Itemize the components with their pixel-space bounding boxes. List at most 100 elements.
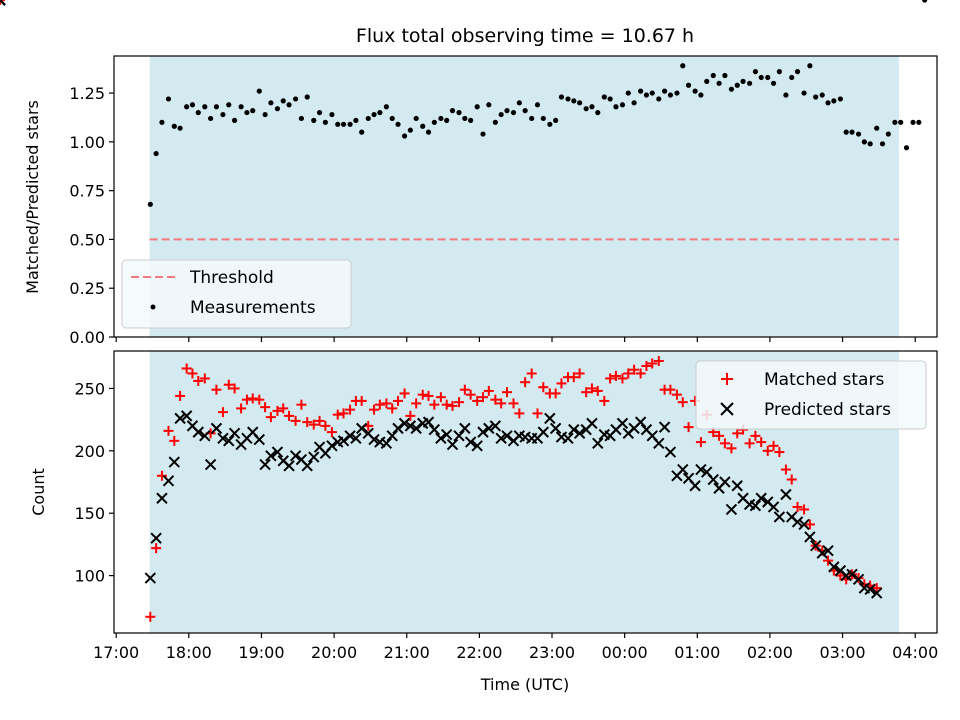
measurement-point	[692, 88, 698, 94]
measurement-point	[316, 109, 323, 116]
predicted-star-point	[471, 440, 483, 452]
matched-star-point	[714, 430, 725, 441]
matched-star-point	[756, 437, 767, 448]
matched-star-point	[695, 437, 706, 448]
matched-star-point	[338, 408, 349, 419]
legend-measurement-swatch	[150, 304, 156, 310]
predicted-star-point	[852, 573, 865, 586]
measurement-point	[571, 98, 577, 104]
predicted-star-point	[592, 437, 604, 450]
measurement-point	[280, 98, 286, 104]
matched-star-point	[417, 389, 428, 400]
matched-star-point	[260, 402, 271, 413]
predicted-star-point	[495, 432, 507, 445]
matched-star-point	[768, 440, 779, 451]
predicted-star-point	[386, 430, 398, 442]
x-tick-label: 21:00	[384, 643, 430, 662]
measurement-point	[752, 69, 759, 75]
matched-star-point	[296, 399, 307, 410]
measurement-point	[849, 129, 855, 135]
measurement-point	[892, 119, 898, 125]
bottom-x-ticks: 17:00 18:00 19:00 20:00 21:00 22:00 23:00 00:00…	[93, 633, 938, 662]
y-tick-label: 0.25	[69, 279, 105, 298]
matched-star-point	[308, 419, 319, 430]
measurement-point	[340, 121, 347, 127]
predicted-star-point	[0, 0, 6, 6]
measurement-point	[625, 90, 631, 96]
matched-star-point	[744, 438, 755, 449]
predicted-star-point	[350, 432, 362, 445]
matched-star-point	[145, 611, 156, 622]
measurement-point	[595, 109, 601, 116]
matched-star-point	[823, 555, 834, 566]
matched-star-point	[429, 399, 440, 410]
predicted-star-point	[634, 416, 647, 428]
matched-star-point	[514, 408, 525, 419]
measurement-point	[159, 119, 165, 125]
measurement-point	[698, 92, 704, 98]
matched-star-point	[284, 410, 295, 421]
matched-star-point	[187, 368, 198, 379]
matched-star-point	[447, 400, 458, 411]
predicted-star-point	[380, 437, 393, 450]
measurement-point	[861, 139, 867, 145]
matched-star-point	[677, 397, 688, 408]
measurement-point	[607, 96, 613, 102]
predicted-star-point	[871, 587, 883, 599]
measurement-point	[184, 104, 190, 110]
matched-star-point	[472, 395, 483, 406]
measurement-point	[631, 100, 637, 106]
measurement-point	[231, 117, 238, 123]
predicted-star-point	[773, 511, 786, 523]
measurement-point	[353, 117, 359, 123]
matched-star-point	[454, 397, 465, 408]
measurement-point	[656, 96, 662, 102]
predicted-star-point	[568, 423, 580, 436]
measurement-point	[879, 141, 886, 147]
matched-star-point	[156, 470, 167, 481]
y-tick-label: 1.25	[69, 84, 105, 103]
predicted-star-point	[168, 456, 180, 468]
measurement-point	[867, 141, 873, 147]
measurement-point	[758, 74, 764, 81]
measurement-point	[480, 131, 486, 137]
measurement-point	[704, 78, 710, 84]
matched-star-point	[610, 370, 621, 381]
predicted-star-point	[156, 492, 168, 504]
predicted-star-point	[719, 476, 731, 488]
measurement-point	[728, 86, 735, 92]
measurement-point	[486, 102, 492, 108]
measurement-point	[577, 100, 583, 106]
matched-star-point	[683, 422, 694, 433]
measurement-point	[916, 119, 922, 125]
legend-matched-label: Matched stars	[764, 370, 884, 390]
matched-star-point	[465, 389, 476, 400]
predicted-star-point	[846, 568, 858, 581]
matched-star-point	[750, 430, 761, 441]
measurement-point	[740, 78, 746, 84]
measurement-point	[619, 102, 626, 108]
measurement-point	[643, 92, 650, 98]
measurement-point	[534, 102, 541, 108]
top-x-ticks	[115, 337, 916, 342]
measurement-point	[425, 129, 432, 135]
predicted-star-point	[355, 422, 368, 435]
x-axis-label: Time (UTC)	[480, 675, 569, 694]
predicted-star-point	[459, 422, 471, 435]
top-y-ticks: 0.00 0.25 0.50 0.75 1.00 1.25	[69, 84, 114, 347]
matched-star-point	[236, 403, 247, 414]
measurement-point	[335, 121, 341, 127]
predicted-star-point	[308, 451, 320, 463]
measurement-point	[504, 108, 510, 114]
predicted-star-point	[537, 426, 550, 438]
measurement-point	[801, 90, 807, 96]
predicted-star-point	[440, 428, 453, 441]
matched-star-point	[574, 368, 585, 379]
matched-star-point	[459, 384, 470, 395]
predicted-star-point	[265, 450, 277, 462]
measurement-point	[244, 109, 250, 116]
measurement-point	[395, 121, 401, 127]
x-tick-label: 19:00	[238, 643, 284, 662]
legend-measurements-label: Measurements	[190, 298, 316, 318]
matched-star-point	[254, 394, 265, 405]
